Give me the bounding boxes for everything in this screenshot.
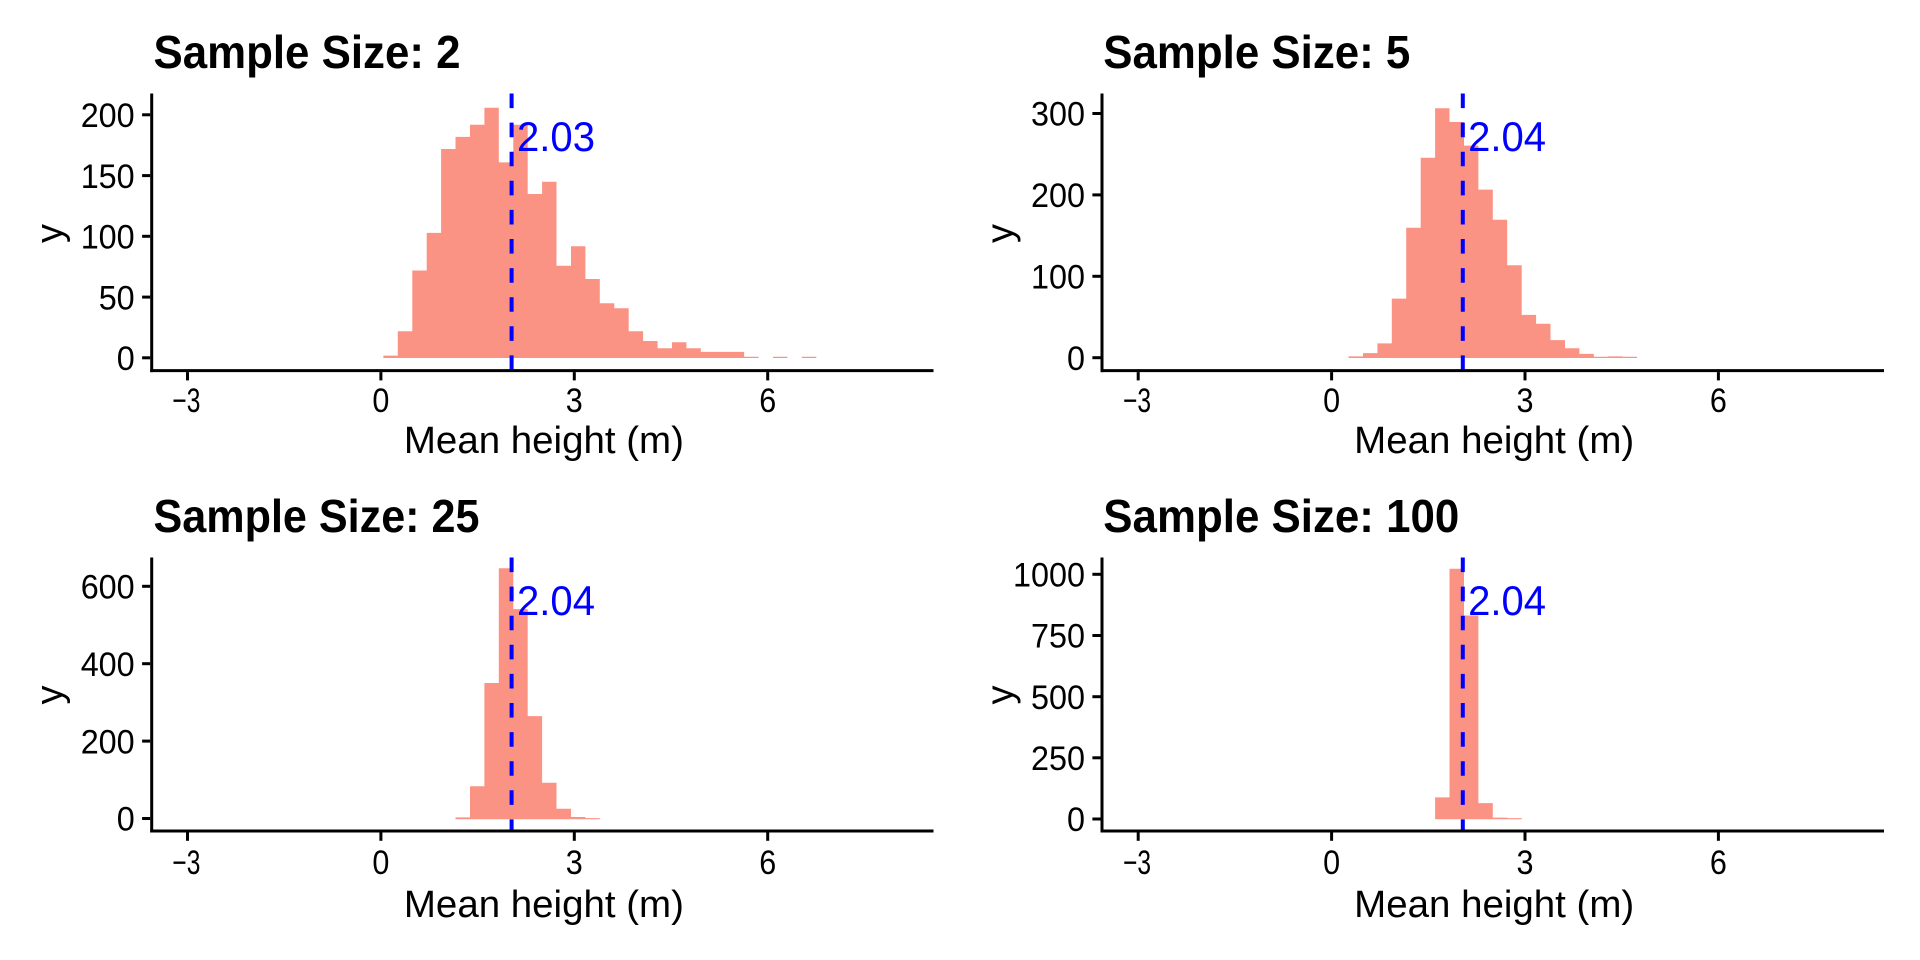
svg-text:250: 250 — [1031, 740, 1085, 778]
svg-text:y: y — [29, 224, 71, 243]
svg-text:Mean height (m): Mean height (m) — [404, 884, 684, 926]
svg-text:6: 6 — [759, 844, 776, 882]
svg-text:200: 200 — [81, 723, 135, 761]
svg-text:Sample Size: 25: Sample Size: 25 — [154, 490, 480, 542]
svg-text:−3: −3 — [1123, 382, 1151, 420]
svg-text:400: 400 — [81, 646, 135, 684]
svg-text:−3: −3 — [172, 844, 200, 882]
svg-text:1000: 1000 — [1013, 557, 1085, 595]
svg-text:300: 300 — [1031, 96, 1085, 134]
svg-text:150: 150 — [81, 158, 135, 196]
svg-text:0: 0 — [1067, 340, 1085, 378]
svg-text:Sample Size: 100: Sample Size: 100 — [1103, 490, 1459, 542]
svg-text:0: 0 — [117, 801, 135, 839]
svg-text:0: 0 — [1323, 382, 1340, 420]
svg-text:2.03: 2.03 — [517, 113, 595, 160]
svg-text:200: 200 — [81, 97, 135, 135]
svg-text:y: y — [29, 686, 71, 705]
svg-text:0: 0 — [372, 844, 389, 882]
svg-text:y: y — [979, 686, 1021, 705]
svg-text:3: 3 — [1517, 382, 1534, 420]
svg-text:500: 500 — [1031, 679, 1085, 717]
svg-text:0: 0 — [117, 340, 135, 378]
svg-text:6: 6 — [1710, 844, 1727, 882]
svg-text:−3: −3 — [1123, 844, 1151, 882]
svg-text:6: 6 — [759, 382, 776, 420]
svg-text:y: y — [979, 224, 1021, 243]
svg-text:0: 0 — [372, 382, 389, 420]
svg-text:3: 3 — [566, 844, 583, 882]
svg-text:50: 50 — [99, 279, 135, 317]
svg-text:3: 3 — [1517, 844, 1534, 882]
svg-text:600: 600 — [81, 569, 135, 607]
svg-text:−3: −3 — [172, 382, 200, 420]
svg-text:6: 6 — [1710, 382, 1727, 420]
svg-text:Sample Size: 2: Sample Size: 2 — [154, 26, 461, 78]
svg-text:Mean height (m): Mean height (m) — [404, 420, 684, 462]
svg-text:Mean height (m): Mean height (m) — [1354, 420, 1634, 462]
svg-text:Mean height (m): Mean height (m) — [1354, 884, 1634, 926]
svg-text:750: 750 — [1031, 618, 1085, 656]
svg-text:100: 100 — [1031, 259, 1085, 297]
svg-text:3: 3 — [566, 382, 583, 420]
svg-text:2.04: 2.04 — [517, 577, 595, 624]
svg-text:0: 0 — [1067, 801, 1085, 839]
svg-text:2.04: 2.04 — [1468, 113, 1546, 160]
svg-text:200: 200 — [1031, 177, 1085, 215]
svg-text:Sample Size: 5: Sample Size: 5 — [1103, 26, 1410, 78]
svg-text:100: 100 — [81, 219, 135, 257]
svg-text:2.04: 2.04 — [1468, 577, 1546, 624]
svg-text:0: 0 — [1323, 844, 1340, 882]
